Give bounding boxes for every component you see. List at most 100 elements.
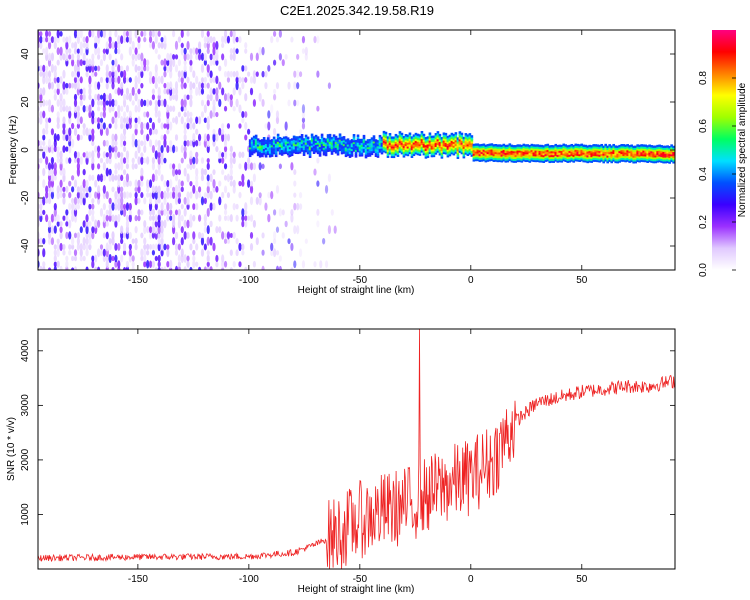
noise-cell xyxy=(56,30,60,39)
band-cell xyxy=(268,139,272,143)
band-cell xyxy=(630,159,633,163)
band-cell xyxy=(292,145,296,148)
noise-cell xyxy=(221,191,225,199)
noise-cell xyxy=(189,243,193,251)
band-cell xyxy=(444,138,448,142)
noise-cell xyxy=(166,88,170,95)
band-cell xyxy=(540,158,544,161)
band-cell xyxy=(620,144,623,147)
band-cell xyxy=(556,160,560,163)
noise-cell xyxy=(232,185,236,194)
band-cell xyxy=(304,148,308,151)
noise-cell xyxy=(166,104,170,113)
noise-cell xyxy=(99,208,104,217)
band-cell xyxy=(338,144,342,148)
noise-cell xyxy=(206,185,210,194)
band-cell xyxy=(348,145,352,149)
noise-cell xyxy=(212,139,216,147)
band-cell xyxy=(598,158,602,161)
noise-cell xyxy=(88,63,92,73)
band-cell xyxy=(458,131,462,134)
band-cell xyxy=(374,141,378,144)
noise-cell xyxy=(96,219,101,228)
band-cell xyxy=(642,146,645,149)
noise-cell xyxy=(186,163,190,169)
band-cell xyxy=(336,145,340,148)
noise-cell xyxy=(47,58,52,67)
noise-cell xyxy=(177,186,181,193)
noise-cell xyxy=(39,87,43,96)
band-cell xyxy=(484,154,488,157)
noise-cell xyxy=(85,127,89,136)
band-cell xyxy=(270,146,274,150)
noise-cell xyxy=(221,42,225,49)
band-cell xyxy=(526,153,530,157)
noise-cell xyxy=(120,196,124,206)
noise-cell xyxy=(166,248,170,258)
noise-cell xyxy=(180,203,184,210)
band-cell xyxy=(260,152,264,156)
noise-cell xyxy=(42,179,46,189)
band-cell xyxy=(306,146,310,149)
noise-cell xyxy=(172,213,176,223)
band-cell xyxy=(288,146,292,150)
noise-cell xyxy=(88,243,92,251)
band-cell xyxy=(532,159,536,163)
band-cell xyxy=(296,147,300,151)
noise-cell xyxy=(223,215,228,221)
noise-cell xyxy=(241,117,245,124)
noise-cell xyxy=(59,226,63,233)
band-cell xyxy=(586,155,590,158)
band-cell xyxy=(646,160,649,163)
noise-cell xyxy=(120,209,124,216)
noise-cell xyxy=(47,191,52,199)
noise-cell xyxy=(108,70,112,78)
band-cell xyxy=(582,158,586,161)
band-cell xyxy=(664,155,667,158)
band-cell xyxy=(378,134,382,138)
band-cell xyxy=(430,135,434,139)
noise-cell xyxy=(96,248,101,258)
band-cell xyxy=(456,137,460,140)
noise-cell xyxy=(206,225,210,235)
band-cell xyxy=(620,145,623,149)
noise-cell xyxy=(71,58,75,67)
band-cell xyxy=(506,159,510,163)
band-cell xyxy=(546,151,550,154)
noise-cell xyxy=(157,225,161,235)
band-cell xyxy=(542,149,546,152)
noise-cell xyxy=(206,133,210,142)
band-cell xyxy=(442,143,446,147)
noise-cell xyxy=(59,31,63,37)
noise-cell xyxy=(174,93,179,102)
band-cell xyxy=(418,153,422,156)
band-cell xyxy=(402,151,406,154)
band-cell xyxy=(328,145,332,148)
noise-cell xyxy=(96,185,101,194)
noise-cell xyxy=(166,59,170,66)
band-cell xyxy=(636,153,639,157)
band-cell xyxy=(474,158,478,162)
band-cell xyxy=(386,142,390,145)
band-cell xyxy=(362,134,366,138)
noise-cell xyxy=(157,86,161,97)
band-cell xyxy=(380,136,384,140)
noise-cell xyxy=(102,110,106,119)
noise-cell xyxy=(68,140,72,147)
band-cell xyxy=(464,142,468,146)
band-cell xyxy=(460,138,464,141)
band-cell xyxy=(326,139,330,143)
noise-cell xyxy=(79,185,83,194)
band-cell xyxy=(406,151,410,155)
noise-cell xyxy=(143,145,147,153)
band-cell xyxy=(502,147,506,150)
noise-cell xyxy=(209,236,213,246)
noise-cell xyxy=(221,267,225,270)
noise-cell xyxy=(120,161,124,171)
noise-cell xyxy=(88,87,92,96)
band-cell xyxy=(470,148,474,152)
band-cell xyxy=(590,160,594,163)
noise-cell xyxy=(59,231,63,240)
band-cell xyxy=(266,143,270,146)
band-cell xyxy=(286,143,290,146)
